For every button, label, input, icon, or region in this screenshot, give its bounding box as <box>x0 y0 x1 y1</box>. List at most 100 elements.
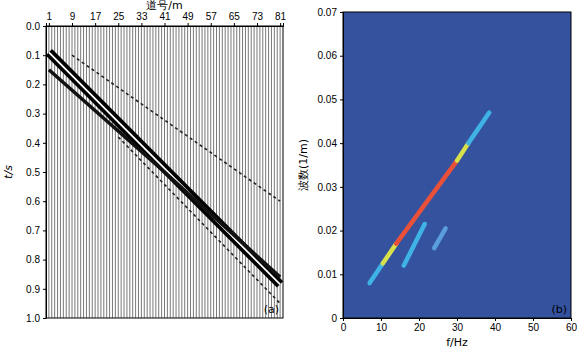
trace <box>178 26 179 318</box>
figure: 191725334149576573810.00.10.20.30.40.50.… <box>0 0 586 352</box>
tick: 49 <box>183 11 195 26</box>
tick: 0.3 <box>26 108 46 119</box>
trace <box>86 26 87 318</box>
x-axis-title: 道号/m <box>146 0 182 12</box>
tick: 0 <box>341 318 347 333</box>
trace <box>141 26 142 318</box>
tick-mark <box>381 318 382 321</box>
trace <box>207 26 208 318</box>
annotation: (a) <box>264 303 279 316</box>
trace <box>147 26 148 318</box>
tick-mark <box>457 318 458 321</box>
trace <box>181 26 182 318</box>
trace <box>256 26 257 318</box>
trace <box>196 26 197 318</box>
trace <box>89 26 90 318</box>
tick-label: 0.03 <box>318 182 338 193</box>
tick-label: 0.0 <box>26 21 40 32</box>
trace <box>176 26 177 318</box>
tick: 17 <box>90 11 102 26</box>
trace <box>213 26 214 318</box>
tick-mark <box>340 12 343 13</box>
tick: 0.04 <box>318 138 343 149</box>
tick: 0.7 <box>26 225 46 236</box>
tick: 40 <box>490 318 502 333</box>
ridge <box>457 143 468 160</box>
event <box>72 55 280 201</box>
trace <box>150 26 151 318</box>
tick: 25 <box>113 11 125 26</box>
trace <box>199 26 200 318</box>
trace <box>233 26 234 318</box>
tick: 0.05 <box>318 94 343 105</box>
tick-label: 1.0 <box>26 313 40 324</box>
tick-label: 0.4 <box>26 138 40 149</box>
trace <box>228 26 229 318</box>
tick-mark <box>43 143 46 144</box>
trace <box>184 26 185 318</box>
tick-label: 73 <box>252 11 264 22</box>
tick-mark <box>280 23 281 26</box>
tick: 0.2 <box>26 79 46 90</box>
tick-mark <box>43 230 46 231</box>
tick-mark <box>49 23 50 26</box>
tick-mark <box>43 26 46 27</box>
tick-mark <box>43 172 46 173</box>
trace <box>219 26 220 318</box>
tick-label: 81 <box>275 11 287 22</box>
trace <box>124 26 125 318</box>
tick-label: 0.8 <box>26 254 40 265</box>
x-axis-title: f/Hz <box>446 336 468 349</box>
tick-mark <box>118 23 119 26</box>
tick-label: 20 <box>414 322 426 333</box>
event <box>118 137 280 303</box>
trace <box>158 26 159 318</box>
tick: 1.0 <box>26 313 46 324</box>
y-axis-title: 波数(1/m) <box>297 139 310 191</box>
trace <box>225 26 226 318</box>
tick-mark <box>340 187 343 188</box>
trace <box>98 26 99 318</box>
plot-area <box>49 26 280 318</box>
tick-label: 0.07 <box>318 7 338 18</box>
trace <box>57 26 58 318</box>
tick-mark <box>43 201 46 202</box>
trace <box>254 26 255 318</box>
trace <box>83 26 84 318</box>
tick-mark <box>340 231 343 232</box>
frame <box>343 12 571 318</box>
tick-label: 57 <box>206 11 218 22</box>
tick-mark <box>234 23 235 26</box>
tick: 0.6 <box>26 196 46 207</box>
event-core <box>49 52 280 284</box>
trace <box>112 26 113 318</box>
trace <box>236 26 237 318</box>
tick-mark <box>72 23 73 26</box>
tick-label: 0.05 <box>318 94 338 105</box>
tick: 73 <box>252 11 264 26</box>
tick-label: 0.2 <box>26 79 40 90</box>
tick-label: 65 <box>229 11 241 22</box>
tick-label: 0.5 <box>26 167 40 178</box>
tick-label: 0.7 <box>26 225 40 236</box>
trace <box>95 26 96 318</box>
tick: 10 <box>376 318 388 333</box>
trace <box>242 26 243 318</box>
tick: 0.01 <box>318 269 343 280</box>
tick-label: 30 <box>452 322 464 333</box>
tick-mark <box>43 318 46 319</box>
ridge <box>370 263 383 283</box>
tick-mark <box>571 318 572 321</box>
plot-background <box>343 12 571 318</box>
tick-label: 0.04 <box>318 138 338 149</box>
tick-mark <box>95 23 96 26</box>
trace <box>144 26 145 318</box>
trace <box>193 26 194 318</box>
tick-label: 10 <box>376 322 388 333</box>
tick-label: 9 <box>70 11 76 22</box>
tick: 0.06 <box>318 50 343 61</box>
ridge <box>396 161 457 244</box>
tick-mark <box>340 56 343 57</box>
tick: 0.02 <box>318 225 343 236</box>
axis-line <box>340 13 344 319</box>
